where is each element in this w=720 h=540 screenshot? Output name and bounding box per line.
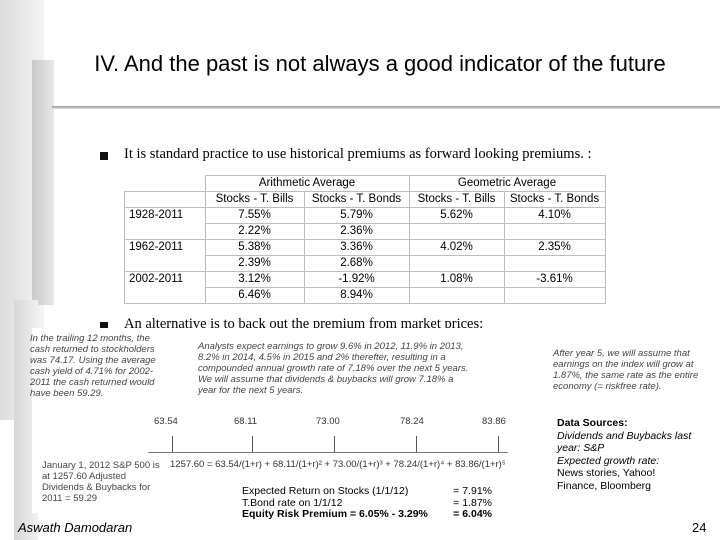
se-cell: 6.46% (204, 287, 305, 304)
cashflow-label: 73.00 (316, 416, 340, 427)
se-cell: 2.68% (303, 255, 410, 272)
group-header-arithmetic: Arithmetic Average (204, 175, 410, 192)
se-cell: 2.36% (303, 223, 410, 240)
period-cell: 1928-2011 (124, 207, 206, 240)
col-header: Stocks - T. Bonds (503, 191, 606, 208)
table-row: 6.46% 8.94% (125, 287, 606, 304)
note-growth: Analysts expect earnings to grow 9.6% in… (198, 341, 469, 396)
value-cell: -1.92% (303, 271, 410, 288)
se-cell: 2.39% (204, 255, 305, 272)
value-cell: 7.55% (204, 207, 305, 224)
timeline-axis (148, 452, 508, 453)
table-row: 2.39% 2.68% (125, 255, 606, 272)
col-header: Stocks - T. Bills (408, 191, 505, 208)
value-cell: -3.61% (503, 271, 606, 288)
cashflow-label: 78.24 (400, 416, 424, 427)
se-cell: 2.22% (204, 223, 305, 240)
result-label: Equity Risk Premium = 6.05% - 3.29% (242, 508, 428, 520)
premium-table: Arithmetic Average Geometric Average Sto… (124, 175, 606, 304)
period-cell: 1962-2011 (124, 239, 206, 272)
decorative-bar (32, 60, 54, 305)
col-header: Stocks - T. Bills (204, 191, 305, 208)
bullet-icon (100, 152, 108, 160)
premium-table-wrap: Arithmetic Average Geometric Average Sto… (124, 175, 606, 304)
col-header: Stocks - T. Bonds (303, 191, 410, 208)
cashflow-timeline: 63.54 68.11 73.00 78.24 83.86 (148, 416, 508, 456)
bullet-icon (100, 322, 108, 330)
cashflow-label: 63.54 (154, 416, 178, 427)
index-note: January 1, 2012 S&P 500 is at 1257.60 Ad… (42, 460, 160, 504)
result-value: = 7.91% (453, 485, 492, 497)
group-header-geometric: Geometric Average (408, 175, 606, 192)
result-row: Equity Risk Premium = 6.05% - 3.29% = 6.… (242, 508, 492, 521)
source-item: News stories, Yahoo! (557, 467, 656, 479)
value-cell: 3.12% (204, 271, 305, 288)
data-sources: Data Sources: Dividends and Buybacks las… (557, 417, 717, 492)
result-label: T.Bond rate on 1/1/12 (242, 496, 343, 509)
source-item: Finance, Bloomberg (557, 479, 651, 492)
result-value: = 6.04% (453, 508, 492, 520)
result-value: = 1.87% (453, 496, 492, 509)
page-number: 24 (692, 520, 707, 535)
value-cell: 2.35% (503, 239, 606, 256)
result-row: Expected Return on Stocks (1/1/12) = 7.9… (242, 485, 492, 498)
table-row: 1962-2011 5.38% 3.36% 4.02% 2.35% (124, 239, 606, 272)
result-row: T.Bond rate on 1/1/12 = 1.87% (242, 496, 492, 510)
title-divider (52, 106, 720, 109)
source-item: Expected growth rate: (557, 454, 660, 467)
value-cell: 4.10% (503, 207, 606, 224)
implied-premium-figure (32, 328, 512, 513)
sources-title: Data Sources: (557, 417, 628, 429)
bullet-text-1: It is standard practice to use historica… (124, 146, 592, 162)
present-value-equation: 1257.60 = 63.54/(1+r) + 68.11/(1+r)² + 7… (170, 459, 505, 470)
timeline-tick (416, 436, 417, 452)
result-label: Expected Return on Stocks (1/1/12) (242, 485, 409, 497)
timeline-tick (334, 436, 335, 452)
value-cell: 1.08% (408, 271, 505, 288)
results-block: Expected Return on Stocks (1/1/12) = 7.9… (242, 485, 492, 521)
table-row: 2.22% 2.36% (125, 223, 606, 240)
timeline-tick (172, 436, 173, 452)
value-cell: 4.02% (408, 239, 505, 256)
timeline-tick (498, 436, 499, 452)
value-cell: 5.79% (303, 207, 410, 224)
value-cell: 5.62% (408, 207, 505, 224)
slide-title: IV. And the past is not always a good in… (94, 51, 666, 76)
source-item: Dividends and Buybacks last year: S&P (557, 429, 692, 455)
footer-author: Aswath Damodaran (18, 520, 133, 535)
se-cell: 8.94% (303, 287, 410, 304)
value-cell: 3.36% (303, 239, 410, 256)
period-cell: 2002-2011 (124, 271, 206, 304)
cashflow-label: 68.11 (234, 416, 258, 427)
note-cash-returned: In the trailing 12 months, the cash retu… (30, 333, 156, 399)
value-cell: 5.38% (204, 239, 305, 256)
cashflow-label: 83.86 (482, 416, 506, 427)
table-row: 2002-2011 3.12% -1.92% 1.08% -3.61% (124, 271, 606, 304)
note-terminal-growth: After year 5, we will assume that earnin… (553, 348, 699, 392)
table-row: 1928-2011 7.55% 5.79% 5.62% 4.10% (124, 207, 606, 240)
timeline-tick (252, 436, 253, 452)
